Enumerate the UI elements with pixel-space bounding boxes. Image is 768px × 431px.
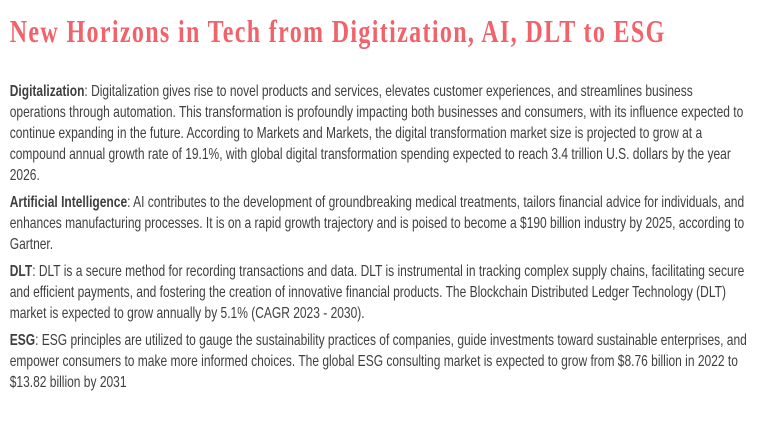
article-page: New Horizons in Tech from Digitization, … [0, 13, 768, 393]
term-separator: : [84, 83, 92, 100]
paragraph-text: DLT is a secure method for recording tra… [9, 263, 745, 322]
term-dlt: DLT [9, 263, 33, 280]
term-artificial-intelligence: Artificial Intelligence [9, 194, 128, 211]
term-separator: : [35, 332, 42, 349]
document-background: { "colors": { "title": "#f2626a", "body_… [0, 13, 768, 431]
term-separator: : [127, 194, 134, 211]
paragraph-dlt: DLT: DLT is a secure method for recordin… [10, 261, 750, 324]
paragraph-text: AI contributes to the development of gro… [9, 194, 745, 253]
paragraph-artificial-intelligence: Artificial Intelligence: AI contributes … [10, 192, 750, 255]
paragraph-esg: ESG: ESG principles are utilized to gaug… [10, 330, 750, 393]
paragraph-text: ESG principles are utilized to gauge the… [9, 332, 747, 391]
term-digitalization: Digitalization [9, 83, 85, 100]
page-title: New Horizons in Tech from Digitization, … [9, 13, 666, 49]
term-esg: ESG [9, 332, 36, 349]
paragraph-digitalization: Digitalization: Digitalization gives ris… [10, 81, 750, 186]
paragraph-text: Digitalization gives rise to novel produ… [9, 83, 744, 184]
article-body: Digitalization: Digitalization gives ris… [10, 81, 750, 393]
term-separator: : [32, 263, 39, 280]
